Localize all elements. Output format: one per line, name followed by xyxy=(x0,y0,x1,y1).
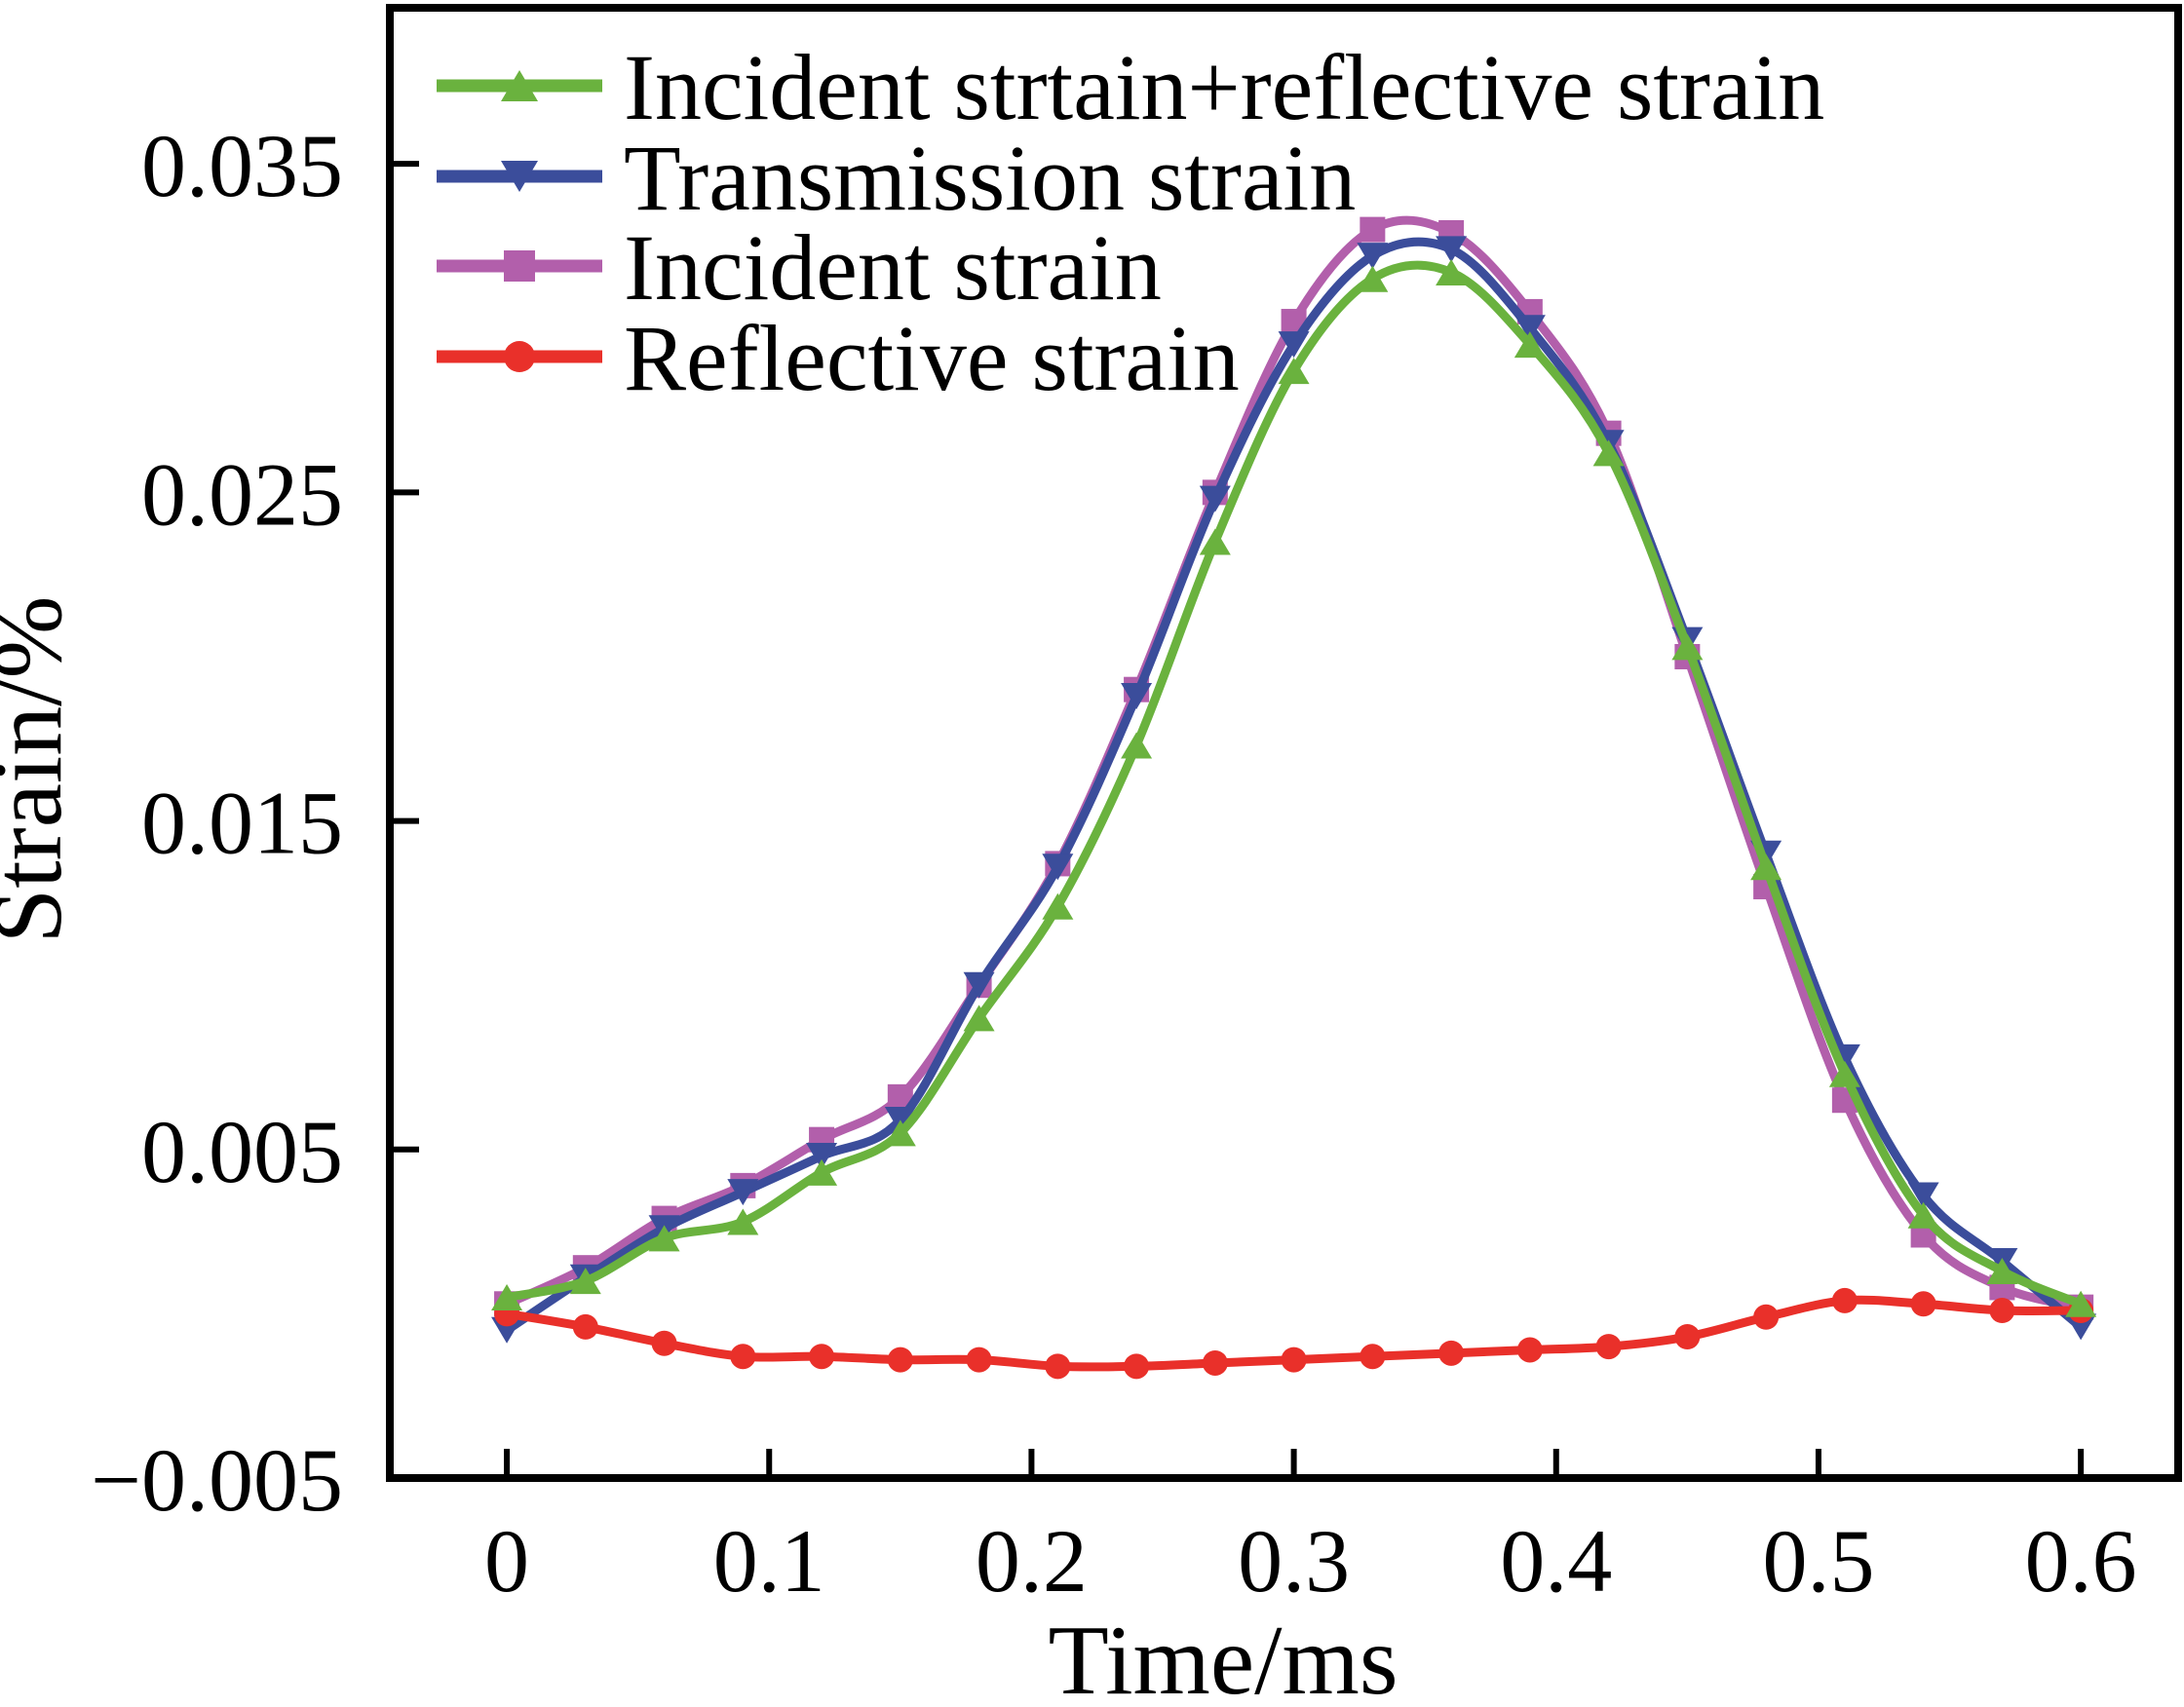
incident-plus-reflective-strain-marker xyxy=(806,1158,838,1186)
transmission-strain-marker xyxy=(963,971,995,999)
x-axis-title: Time/ms xyxy=(1048,1606,1398,1707)
x-tick-label: 0 xyxy=(484,1511,529,1611)
reflective-strain-marker xyxy=(809,1344,835,1370)
transmission-strain-marker xyxy=(1436,236,1468,263)
transmission-strain-marker xyxy=(1042,854,1074,881)
reflective-strain-marker xyxy=(1674,1324,1701,1350)
x-tick-label: 0.6 xyxy=(2025,1511,2137,1611)
legend-item-incident-strain: Incident strain xyxy=(437,215,1162,320)
reflective-strain-marker xyxy=(966,1347,992,1373)
incident-plus-reflective-strain-marker xyxy=(1199,528,1231,555)
transmission-strain-marker xyxy=(1199,485,1231,512)
incident-plus-reflective-strain-marker xyxy=(884,1119,916,1147)
legend-item-transmission-strain: Transmission strain xyxy=(437,126,1356,230)
reflective-strain-marker xyxy=(1595,1334,1622,1360)
reflective-strain-marker xyxy=(1989,1298,2015,1324)
series-layer xyxy=(491,215,2097,1380)
reflective-strain-marker xyxy=(1202,1349,1228,1376)
legend-label: Incident strtain+reflective strain xyxy=(624,35,1824,139)
transmission-strain-marker xyxy=(727,1179,759,1206)
transmission-strain-marker xyxy=(1357,243,1389,270)
y-tick-label: 0.005 xyxy=(141,1102,343,1201)
incident-plus-reflective-strain-marker xyxy=(1436,258,1468,285)
incident-plus-reflective-strain-marker xyxy=(1986,1258,2018,1285)
legend-label: Reflective strain xyxy=(624,306,1240,410)
incident-plus-reflective-strain-marker xyxy=(1357,265,1389,292)
reflective-strain-marker xyxy=(572,1313,598,1340)
legend-triangle-up-icon xyxy=(501,70,538,101)
y-tick-label: 0.035 xyxy=(141,116,343,215)
incident-plus-reflective-strain-marker xyxy=(1121,732,1153,759)
reflective-strain-marker xyxy=(1124,1353,1150,1380)
incident-plus-reflective-strain-marker xyxy=(1513,331,1546,359)
legend-circle-icon xyxy=(504,341,535,372)
transmission-strain-marker xyxy=(1121,682,1153,709)
legend-square-icon xyxy=(504,250,535,282)
legend-triangle-down-icon xyxy=(501,161,538,192)
incident-plus-reflective-strain-marker xyxy=(1671,633,1704,661)
incident-plus-reflective-strain-line xyxy=(502,260,2086,1309)
incident-plus-reflective-strain-marker xyxy=(1907,1201,1939,1229)
transmission-strain-marker xyxy=(1278,331,1310,359)
incident-plus-reflective-strain-marker xyxy=(727,1208,759,1235)
x-tick-label: 0.5 xyxy=(1762,1511,1874,1611)
legend-item-incident-plus-reflective-strain: Incident strtain+reflective strain xyxy=(437,35,1824,139)
reflective-strain-marker xyxy=(1281,1347,1307,1373)
series-reflective-strain xyxy=(494,1287,2094,1380)
transmission-strain-marker xyxy=(1513,315,1546,342)
x-tick-label: 0.4 xyxy=(1500,1511,1612,1611)
legend-label: Transmission strain xyxy=(624,126,1356,230)
incident-plus-reflective-strain-marker xyxy=(1828,1060,1860,1087)
x-tick-label: 0.2 xyxy=(976,1511,1088,1611)
axis-layer: 0 0.1 0.2 0.3 0.4 0.5 0.6 0.035 0.025 0.015 0.005 −… xyxy=(91,4,2182,1611)
reflective-strain-marker xyxy=(1045,1353,1071,1380)
y-tick-label: 0.025 xyxy=(141,444,343,544)
legend: Incident strtain+reflective strainTransm… xyxy=(437,35,1824,410)
incident-strain-marker xyxy=(1360,216,1386,243)
series-incident-plus-reflective-strain xyxy=(491,258,2097,1317)
reflective-strain-marker xyxy=(1753,1304,1780,1330)
reflective-strain-marker xyxy=(730,1344,756,1370)
incident-plus-reflective-strain-marker xyxy=(569,1268,601,1295)
transmission-strain-marker xyxy=(1907,1182,1939,1209)
reflective-strain-marker xyxy=(887,1347,913,1373)
y-axis-title: Strain/% xyxy=(0,596,83,944)
legend-item-reflective-strain: Reflective strain xyxy=(437,306,1240,410)
incident-plus-reflective-strain-marker xyxy=(963,1005,995,1032)
incident-plus-reflective-strain-marker xyxy=(1592,439,1625,467)
x-tick-label: 0.3 xyxy=(1238,1511,1350,1611)
incident-plus-reflective-strain-marker xyxy=(1750,854,1782,881)
incident-plus-reflective-strain-marker xyxy=(491,1284,523,1311)
transmission-strain-marker xyxy=(806,1143,838,1170)
reflective-strain-marker xyxy=(1831,1287,1858,1313)
incident-plus-reflective-strain-marker xyxy=(2065,1290,2097,1317)
legend-label: Incident strain xyxy=(624,215,1162,320)
reflective-strain-marker xyxy=(1438,1340,1465,1366)
reflective-strain-marker xyxy=(651,1330,677,1356)
reflective-strain-marker xyxy=(1516,1337,1543,1363)
reflective-strain-marker xyxy=(1910,1291,1936,1317)
reflective-strain-marker xyxy=(1360,1344,1386,1370)
y-tick-label: 0.015 xyxy=(141,774,343,873)
incident-plus-reflective-strain-marker xyxy=(1278,358,1310,385)
incident-plus-reflective-strain-marker xyxy=(648,1225,680,1252)
incident-plus-reflective-strain-marker xyxy=(1042,892,1074,920)
x-tick-label: 0.1 xyxy=(713,1511,825,1611)
plot-border xyxy=(386,4,2182,1482)
y-tick-label: −0.005 xyxy=(91,1430,343,1530)
